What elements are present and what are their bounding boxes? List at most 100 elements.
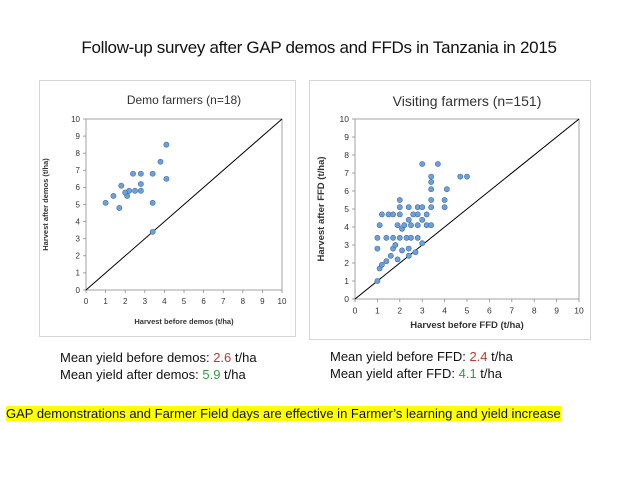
demo-farmers-plot: Demo farmers (n=18) 0 1 2 3 4 5 6 7 8 9 10 0 1 2 3 4 5 6 7 8… <box>41 93 287 326</box>
demo-data-point <box>157 158 164 165</box>
demo-x-tick-label: 6 <box>201 297 206 306</box>
visit-mean-after: Mean yield after FFD: 4.1 t/ha <box>330 365 513 382</box>
demo-data-point <box>163 141 170 148</box>
visit-data-point <box>419 240 426 247</box>
demo-farmers-chart: Demo farmers (n=18) 0 1 2 3 4 5 6 7 8 9 10 0 1 2 3 4 5 6 7 8… <box>39 80 296 337</box>
demo-data-point <box>149 199 156 206</box>
visit-data-point <box>441 204 448 211</box>
demo-x-tick-label: 7 <box>221 297 226 306</box>
visit-mean-before-unit: t/ha <box>487 349 513 364</box>
demo-data-point <box>110 193 117 199</box>
visit-y-tick-label: 9 <box>344 132 349 142</box>
demo-data-point <box>163 175 170 182</box>
visit-data-point <box>414 222 421 229</box>
visit-y-tick-label: 3 <box>344 240 349 250</box>
visit-data-point <box>396 197 403 203</box>
demo-data-point <box>116 205 123 211</box>
visit-chart-title: Visiting farmers (n=151) <box>393 93 542 109</box>
visit-data-point <box>378 261 385 268</box>
visit-data-point <box>378 211 385 218</box>
slide-title: Follow-up survey after GAP demos and FFD… <box>81 38 557 57</box>
demo-x-tick-label: 4 <box>162 297 167 306</box>
visit-y-tick-label: 6 <box>344 186 349 196</box>
visit-data-point <box>428 179 435 185</box>
visit-data-point <box>443 186 450 193</box>
visit-y-tick-label: 1 <box>344 276 349 286</box>
visit-x-tick-label: 4 <box>442 306 447 316</box>
visiting-farmers-plot: Visiting farmers (n=151) 0 1 2 3 4 5 6 7 8 9 10 0 1 2 3… <box>316 93 584 331</box>
visit-data-point <box>394 256 401 263</box>
conclusion-text: GAP demonstrations and Farmer Field days… <box>6 406 561 421</box>
conclusion-note: GAP demonstrations and Farmer Field days… <box>6 405 590 422</box>
visit-data-point <box>428 197 435 203</box>
visit-mean-before-label: Mean yield before FFD: <box>330 349 470 364</box>
visit-x-tick-label: 2 <box>397 306 402 316</box>
visit-mean-before-value: 2.4 <box>469 349 488 364</box>
visit-data-point <box>396 211 403 218</box>
visiting-farmers-chart: Visiting farmers (n=151) 0 1 2 3 4 5 6 7 8 9 10 0 1 2 3… <box>309 80 591 340</box>
demo-mean-after-label: Mean yield after demos: <box>60 367 203 382</box>
visit-y-tick-label: 4 <box>344 222 349 232</box>
demo-x-tick-label: 0 <box>84 297 89 306</box>
demo-data-point <box>149 170 156 177</box>
visit-x-tick-label: 6 <box>487 306 492 316</box>
visit-data-point <box>390 211 396 218</box>
demo-data-point <box>118 182 125 189</box>
demo-data-point <box>130 170 136 177</box>
demo-mean-before: Mean yield before demos: 2.6 t/ha <box>60 349 257 366</box>
visit-x-tick-label: 3 <box>420 306 425 316</box>
visit-data-point <box>434 161 441 167</box>
visit-data-point <box>376 222 383 229</box>
demo-y-tick-label: 3 <box>76 235 81 244</box>
demo-x-tick-label: 8 <box>241 297 246 306</box>
visit-x-tick-label: 1 <box>375 306 380 316</box>
visit-data-point <box>374 234 381 241</box>
visit-data-point <box>441 197 448 203</box>
demo-y-tick-label: 1 <box>76 269 81 278</box>
visit-data-point <box>419 216 426 223</box>
demo-data-point <box>149 228 156 235</box>
demo-mean-after: Mean yield after demos: 5.9 t/ha <box>60 366 257 383</box>
visit-data-point <box>423 211 430 218</box>
visit-data-point <box>383 234 390 241</box>
demo-mean-before-unit: t/ha <box>231 350 257 365</box>
visit-data-point <box>414 211 421 218</box>
visit-x-tick-label: 8 <box>532 306 537 316</box>
demo-data-point <box>137 170 144 177</box>
demo-y-tick-label: 10 <box>71 115 80 124</box>
demo-y-tick-label: 2 <box>76 252 81 261</box>
visit-data-point <box>396 204 403 211</box>
visit-data-point <box>428 186 435 193</box>
visit-data-point <box>383 258 390 265</box>
demo-y-tick-label: 6 <box>76 183 81 192</box>
demo-x-tick-label: 2 <box>123 297 128 306</box>
visit-y-axis-label: Harvest after FFD (t/ha) <box>316 156 327 261</box>
demo-data-point <box>102 199 109 206</box>
visit-y-tick-label: 2 <box>344 258 349 268</box>
visit-data-point <box>405 245 412 252</box>
visit-data-point <box>374 245 381 252</box>
visit-y-tick-label: 7 <box>344 168 349 178</box>
demo-mean-after-unit: t/ha <box>220 367 246 382</box>
demo-y-tick-label: 4 <box>76 217 81 226</box>
visit-data-point <box>394 222 401 229</box>
visit-mean-after-unit: t/ha <box>476 366 502 381</box>
demo-y-tick-label: 0 <box>76 286 81 295</box>
visit-data-point <box>419 204 426 211</box>
demo-x-tick-label: 1 <box>103 297 108 306</box>
visit-data-point <box>408 222 414 229</box>
visit-data-point <box>401 222 408 229</box>
visit-data-point <box>419 161 426 167</box>
demo-reference-line <box>85 118 283 291</box>
visit-data-point <box>387 252 394 259</box>
visit-x-tick-label: 10 <box>574 306 584 316</box>
demo-x-tick-label: 5 <box>182 297 187 306</box>
visit-reference-line <box>354 118 580 300</box>
demo-mean-before-label: Mean yield before demos: <box>60 350 214 365</box>
visit-data-point <box>428 222 435 229</box>
visit-data-point <box>414 234 421 241</box>
demo-mean-before-value: 2.6 <box>213 350 232 365</box>
demo-x-tick-label: 9 <box>260 297 265 306</box>
demo-y-axis-label: Harvest after demos (t/ha) <box>41 158 50 251</box>
visit-y-tick-label: 8 <box>344 150 349 160</box>
